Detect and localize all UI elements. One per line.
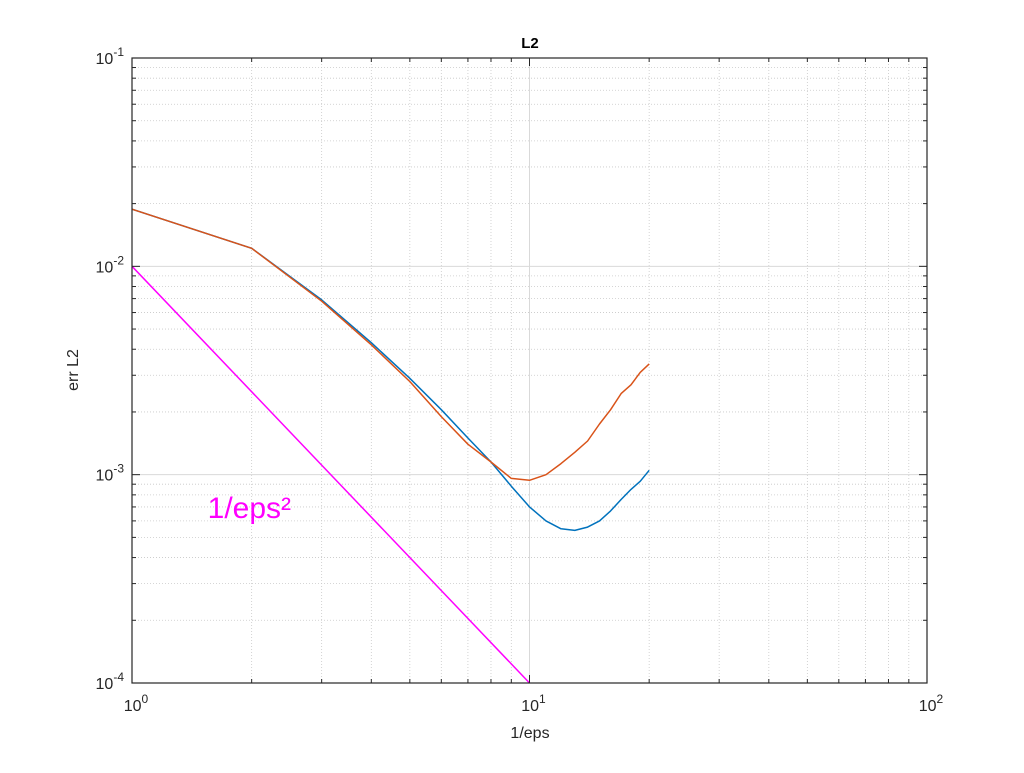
y-axis-label: err L2 [65,349,82,391]
y-tick-label: 10-1 [96,45,125,68]
series-line-2 [131,208,650,482]
tick-labels: 100 101 102 10-4 10-3 10-2 10-1 [96,45,944,715]
annotation-layer: 1/eps² [208,492,291,525]
ticks [131,58,927,684]
series-line-3 [131,265,531,684]
annotation-label: 1/eps² [208,492,291,525]
x-tick-label: 101 [521,692,546,715]
y-tick-label: 10-3 [96,462,125,485]
y-tick-label: 10-4 [96,670,125,693]
y-tick-label: 10-2 [96,253,125,276]
chart-title: L2 [521,35,539,52]
series-layer [131,208,650,684]
x-tick-label: 100 [124,692,149,715]
x-axis-label: 1/eps [510,725,549,742]
x-tick-label: 102 [919,692,944,715]
minor-grid [132,58,927,683]
series-line-1 [131,208,650,532]
